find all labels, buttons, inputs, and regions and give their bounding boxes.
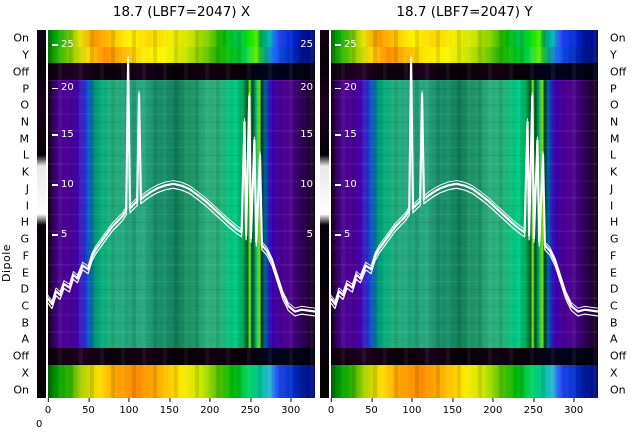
scale-tick-left: 5 [52,229,67,240]
scale-tick-right: 15 [300,128,313,140]
x-tick-label: 150 [159,398,179,416]
scale-tick-left: 10 [52,179,74,190]
x-tick-label: 0 [44,398,52,416]
x-tick-label: 200 [483,398,503,416]
row-label-left: M [19,132,30,146]
row-label-right: G [610,232,619,246]
scale-tick-right: 20 [300,82,313,94]
row-label-left: Off [12,349,29,363]
heatmap-band-dipoles-main [331,80,598,348]
row-label-left: On [13,31,29,45]
row-label-left: C [21,299,29,313]
row-label-right: Off [610,349,627,363]
scale-tick-left: 15 [335,129,357,140]
x-tick-label: 0 [327,398,335,416]
scale-tick-right: 10 [300,178,313,190]
row-label-left: On [13,383,29,397]
row-label-right: I [610,199,614,213]
x-tick-label: 50 [82,398,95,416]
row-label-left: I [25,199,29,213]
x-tick-label: 100 [402,398,422,416]
row-label-right: L [610,148,617,162]
heatmap-band-dipoles-main [48,80,315,348]
heatmap-band-off-top [331,63,598,81]
scale-tick-left: 20 [52,83,74,93]
row-label-right: D [610,282,619,296]
row-label-left: N [20,115,29,129]
scale-tick-left: 15 [52,129,74,140]
heatmap-panel-x: 25 25 20 20 15 15 10 10 5 5 [48,30,315,398]
row-label-right: H [610,215,619,229]
row-label-right: E [610,266,617,280]
heatmap-band-rows-x-on-bottom [331,364,598,398]
row-label-right: A [610,332,618,346]
row-label-left: L [22,148,29,162]
row-label-right: On [610,31,626,45]
row-label-right: Y [610,48,617,62]
row-labels-left: On Y Off P O N M L K J I H G F E D C B A Off X On [0,30,34,398]
corner-tick-label: 0 [36,419,43,430]
x-tick-label: 300 [281,398,301,416]
row-label-right: O [610,98,619,112]
panel-title-x: 18.7 (LBF7=2047) X [112,4,251,20]
x-axis-ticks-left: 0 50 100 150 200 250 300 [44,398,315,420]
row-label-right: K [610,165,618,179]
x-axis-ticks-right: 0 50 100 150 200 250 300 [327,398,598,420]
heatmap-band-off-bottom [48,347,315,365]
row-label-right: P [610,82,617,96]
row-label-right: M [610,132,620,146]
row-label-left: X [21,366,29,380]
row-label-left: P [22,82,29,96]
heatmap-band-row-y [331,46,598,64]
row-label-right: F [610,249,617,263]
heatmap-band-row-on-top [331,30,598,47]
heatmap-band-rows-x-on-bottom [48,364,315,398]
row-label-left: G [20,232,29,246]
scale-tick-left: 10 [335,179,357,190]
x-tick-label: 250 [240,398,260,416]
row-label-right: On [610,383,626,397]
heatmap-band-off-top [48,63,315,81]
x-tick-label: 100 [119,398,139,416]
row-label-left: J [25,182,29,196]
edge-strip-right [320,30,329,398]
scale-tick-left: 25 [52,39,74,50]
row-label-left: B [21,316,29,330]
edge-strip-left [37,30,46,398]
scale-tick-left: 25 [335,39,357,50]
x-tick-label: 200 [200,398,220,416]
heatmap-panel-y: 25 20 15 10 5 [331,30,598,398]
row-label-left: K [21,165,29,179]
row-label-left: Y [22,48,29,62]
row-label-left: E [22,266,29,280]
row-label-left: O [20,98,29,112]
heatmap-band-row-y [48,46,315,64]
row-label-left: F [22,249,29,263]
scale-tick-right: 5 [306,228,313,240]
x-tick-label: 50 [365,398,378,416]
row-label-right: N [610,115,619,129]
x-tick-label: 250 [523,398,543,416]
scale-tick-left: 20 [335,83,357,93]
row-label-left: D [20,282,29,296]
row-label-right: X [610,366,618,380]
heatmap-band-row-on-top [48,30,315,47]
x-tick-label: 150 [442,398,462,416]
row-label-right: C [610,299,618,313]
row-label-left: Off [12,65,29,79]
heatmap-band-off-bottom [331,347,598,365]
row-label-right: J [610,182,614,196]
panel-title-y: 18.7 (LBF7=2047) Y [396,4,533,20]
row-label-right: B [610,316,618,330]
row-label-left: H [20,215,29,229]
row-label-right: Off [610,65,627,79]
row-labels-right: On Y Off P O N M L K J I H G F E D C B A Off X On [604,30,638,398]
scale-tick-right: 25 [300,38,313,50]
scale-tick-left: 5 [335,229,350,240]
row-label-left: A [21,332,29,346]
x-tick-label: 300 [564,398,584,416]
